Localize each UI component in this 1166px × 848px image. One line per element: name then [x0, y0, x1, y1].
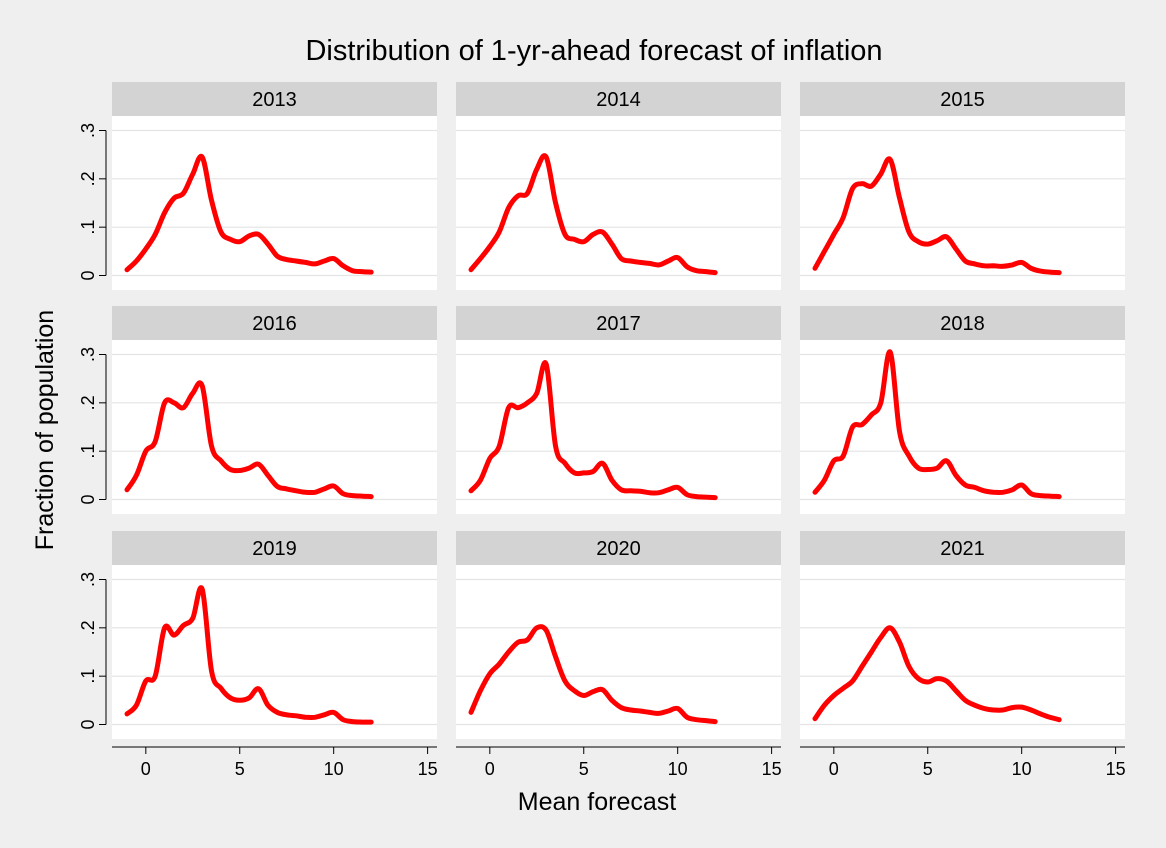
- x-tick-label: 10: [668, 759, 688, 779]
- panel-strip-label: 2017: [596, 313, 641, 335]
- x-tick-label: 5: [923, 759, 933, 779]
- panel-strip: [112, 531, 437, 565]
- panel-plot-area: [456, 116, 781, 290]
- x-tick-label: 10: [1012, 759, 1032, 779]
- series-line: [468, 624, 718, 725]
- y-tick-label: .2: [78, 395, 98, 410]
- panel-strip: [456, 531, 781, 565]
- y-tick-label: .2: [78, 171, 98, 186]
- series-line: [812, 349, 1062, 500]
- x-tick-label: 15: [418, 759, 438, 779]
- panel-strip-label: 2019: [252, 538, 297, 560]
- panel-plot-area: [456, 565, 781, 739]
- panel-plot-area: [112, 116, 437, 290]
- panel-2018: 2018: [800, 306, 1125, 514]
- panel-strip-label: 2021: [940, 538, 985, 560]
- x-tick-label: 10: [324, 759, 344, 779]
- x-tick-label: 5: [235, 759, 245, 779]
- series-line: [468, 153, 718, 276]
- panel-strip: [112, 306, 437, 340]
- series-line: [124, 585, 374, 725]
- x-tick-label: 0: [141, 759, 151, 779]
- panel-2020: 2020 0 5 10 15: [456, 531, 782, 779]
- panel-2019: 2019 0 .1 .2 .3 0 5 10 15: [78, 531, 438, 779]
- y-tick-label: .1: [78, 220, 98, 235]
- panel-strip-label: 2020: [596, 538, 641, 560]
- panel-2016: 2016 0 .1 .2 .3: [78, 306, 437, 514]
- panel-strip: [456, 306, 781, 340]
- panel-2015: 2015: [800, 82, 1125, 290]
- panel-strip-label: 2014: [596, 89, 641, 111]
- panel-2014: 2014: [456, 82, 781, 290]
- panel-2013: 2013 0 .1 .2 .3: [78, 82, 437, 290]
- panel-2021: 2021 0 5 10 15: [800, 531, 1126, 779]
- panel-strip: [800, 531, 1125, 565]
- series-line: [812, 625, 1062, 723]
- series-line: [468, 360, 718, 501]
- panel-2017: 2017: [456, 306, 781, 514]
- panel-strip-label: 2015: [940, 89, 985, 111]
- y-tick-label: .2: [78, 620, 98, 635]
- series-line: [124, 380, 374, 500]
- panel-strip-label: 2016: [252, 313, 297, 335]
- x-tick-label: 15: [1106, 759, 1126, 779]
- panel-plot-area: [800, 565, 1125, 739]
- y-tick-label: 0: [78, 270, 98, 280]
- x-axis-label: Mean forecast: [518, 788, 676, 816]
- x-tick-label: 15: [762, 759, 782, 779]
- y-axis-label: Fraction of population: [31, 310, 59, 550]
- panels: 2013 0 .1 .2 .3 2014 2015 2016 0 .1 .2 .3 2017 2018 20…: [78, 82, 1126, 779]
- panel-strip: [456, 82, 781, 116]
- panel-strip: [800, 306, 1125, 340]
- y-tick-label: 0: [78, 494, 98, 504]
- panel-strip: [800, 82, 1125, 116]
- chart-title: Distribution of 1-yr-ahead forecast of i…: [305, 35, 882, 67]
- panel-strip-label: 2013: [252, 89, 297, 111]
- y-tick-label: 0: [78, 719, 98, 729]
- series-line: [124, 153, 374, 275]
- y-tick-label: .3: [78, 347, 98, 362]
- series-line: [812, 156, 1062, 276]
- x-tick-label: 5: [579, 759, 589, 779]
- panel-strip: [112, 82, 437, 116]
- y-tick-label: .3: [78, 123, 98, 138]
- x-tick-label: 0: [485, 759, 495, 779]
- x-tick-label: 0: [829, 759, 839, 779]
- y-tick-label: .1: [78, 444, 98, 459]
- y-tick-label: .3: [78, 572, 98, 587]
- panel-plot-area: [800, 340, 1125, 514]
- panel-strip-label: 2018: [940, 313, 985, 335]
- y-tick-label: .1: [78, 669, 98, 684]
